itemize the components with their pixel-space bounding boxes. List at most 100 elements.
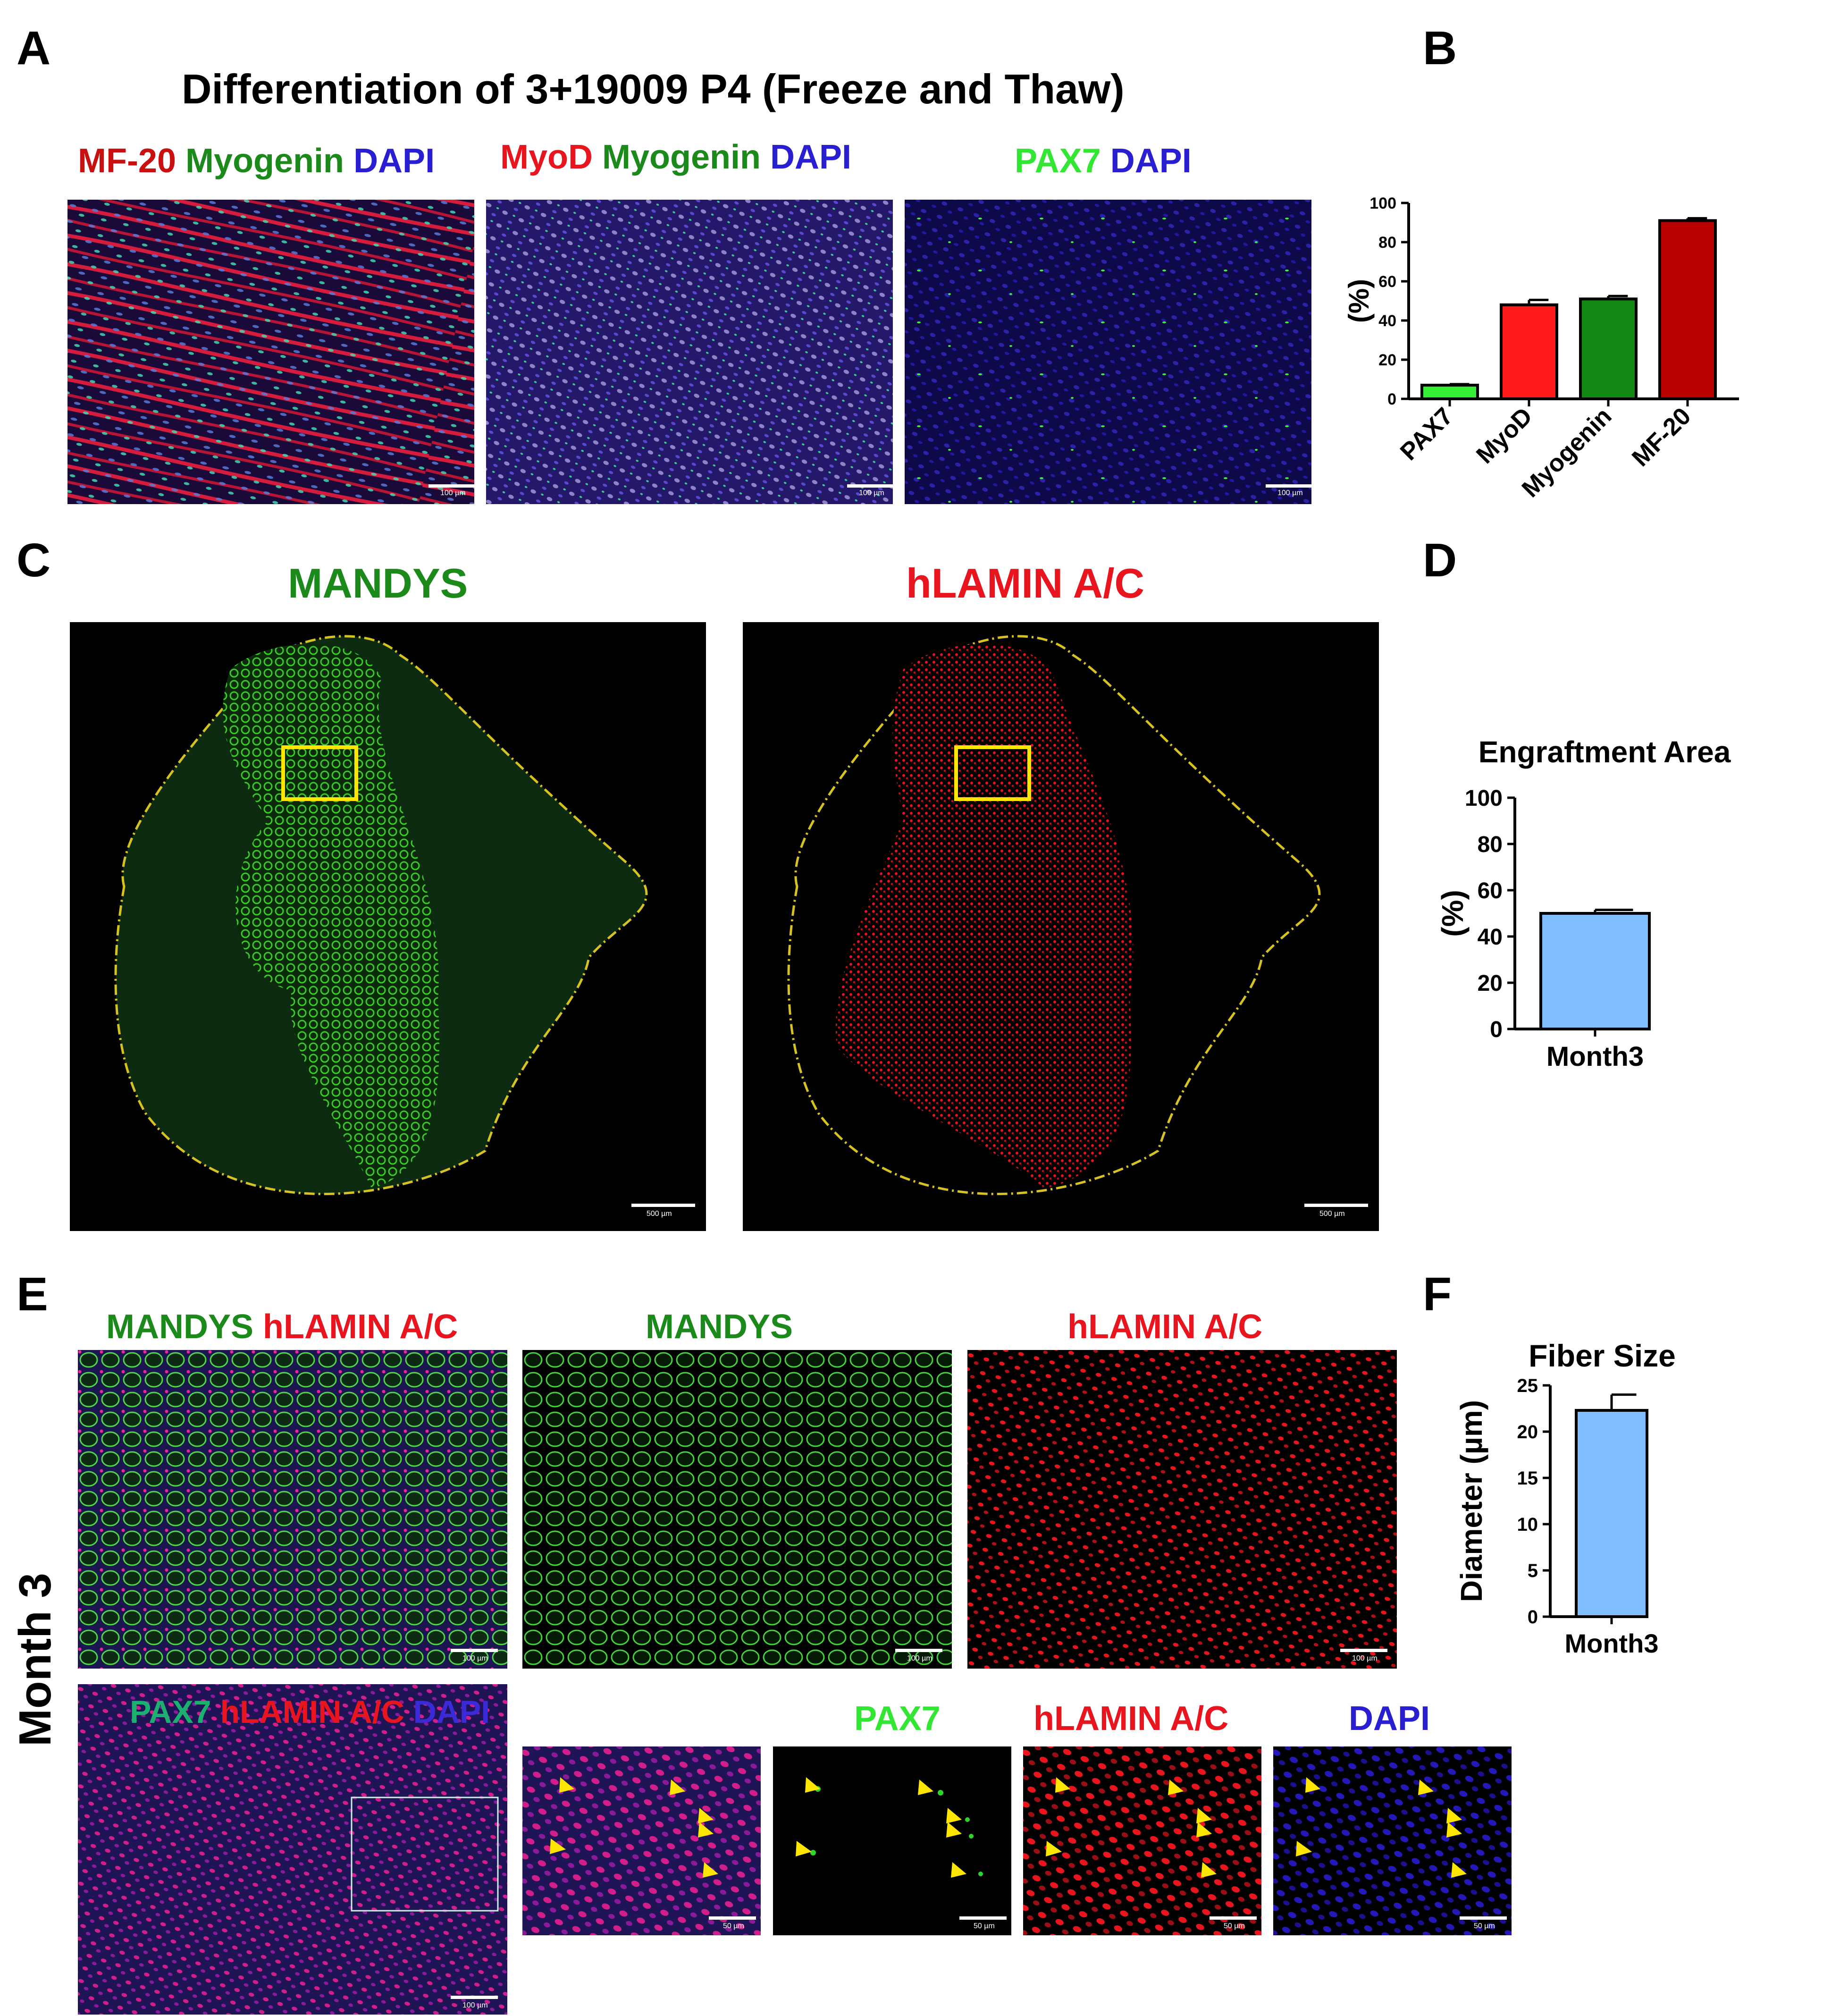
bar-pax7 [1420, 383, 1479, 401]
y-tick-label: 25 [1517, 1375, 1538, 1396]
panel-letter-e: E [17, 1268, 48, 1321]
y-axis-label: (%) [1436, 890, 1470, 937]
micrograph-pax7-hlamin-dapi: PAX7 hLAMIN A/C DAPI 100 µm [78, 1684, 507, 2015]
label-dapi: DAPI [353, 142, 435, 180]
merge-image [78, 1350, 507, 1669]
month3-side-label: Month 3 [10, 1573, 60, 1746]
x-tick-label: Month3 [1564, 1628, 1658, 1658]
zoom-box [954, 745, 1031, 801]
panel-e-top2-label: MANDYS [646, 1308, 793, 1346]
y-tick-label: 15 [1517, 1468, 1538, 1489]
mandys-fibers-image [522, 1350, 952, 1669]
label-hlamin: hLAMIN A/C [220, 1694, 404, 1730]
y-tick-label: 20 [1517, 1422, 1538, 1442]
micrograph-mandys-zoom: 100 µm [522, 1350, 952, 1669]
scale-label: 500 µm [647, 1210, 672, 1218]
mandys-tissue-image [114, 635, 648, 1195]
panel-letter-c: C [17, 534, 51, 587]
month3-label-wrap: Month 3 [9, 1573, 71, 1794]
lamin-positive-region [835, 644, 1134, 1189]
micrograph-mf20-myogenin-dapi: 100 µm [67, 200, 474, 504]
scale-bar [451, 1996, 498, 1999]
scale-label: 100 µm [462, 2001, 488, 2009]
label-myogenin: Myogenin [602, 138, 761, 176]
scale-label: 100 µm [1352, 1654, 1378, 1662]
panel-c-mandys-label: MANDYS [288, 560, 468, 607]
mandys-positive-region [223, 644, 439, 1189]
y-tick-label: 60 [1478, 878, 1503, 903]
micrograph-myod-myogenin-dapi: 100 µm [486, 200, 893, 504]
bar-month3 [1539, 912, 1651, 1030]
zoom-hlamin-image [1023, 1746, 1261, 1935]
scale-label: 100 µm [1277, 489, 1303, 497]
scale-bar [451, 1649, 498, 1652]
yellow-arrowheads [1296, 1777, 1467, 1878]
micrograph-zoom-hlamin: 50 µm [1023, 1746, 1261, 1935]
scale-bar [1460, 1916, 1507, 1920]
micrograph-hlamin-zoom: 100 µm [967, 1350, 1397, 1669]
zoom-label-pax7: PAX7 [854, 1700, 941, 1738]
pax7-merge-image [78, 1684, 507, 2015]
zoom-label-dapi: DAPI [1349, 1700, 1430, 1738]
panel-c-lamin-label: hLAMIN A/C [906, 560, 1145, 607]
bar-month3 [1575, 1409, 1648, 1618]
lamin-tissue-image [787, 635, 1321, 1195]
panel-a-title: Differentiation of 3+19009 P4 (Freeze an… [182, 66, 1125, 112]
pax7-image [905, 200, 1311, 504]
scale-bar [631, 1204, 695, 1207]
label-myod: MyoD [500, 138, 593, 176]
y-tick-label: 100 [1369, 194, 1396, 212]
myotube-image [67, 200, 474, 504]
label-dapi: DAPI [1110, 142, 1192, 180]
scale-bar [847, 484, 893, 488]
panel-a-img3-label: PAX7 DAPI [1015, 142, 1192, 180]
chart-f-fiber-size: 0 5 10 15 20 25 Month3 Diameter (µm) Fiber Size [1454, 1338, 1676, 1658]
bar-mf-20 [1658, 219, 1717, 400]
label-hlamin: hLAMIN A/C [263, 1308, 458, 1346]
scale-bar [895, 1649, 942, 1652]
label-pax7: PAX7 [130, 1694, 211, 1730]
micrograph-mandys-hlamin-merge: 100 µm [78, 1350, 507, 1669]
yellow-arrowheads [550, 1777, 718, 1878]
scale-label: 100 µm [907, 1654, 933, 1662]
micrograph-lamin-section: 500 µm [743, 622, 1379, 1231]
yellow-arrowheads [1046, 1777, 1217, 1878]
micrograph-zoom-pax7: 50 µm [773, 1746, 1011, 1935]
scale-label: 50 µm [723, 1922, 744, 1930]
scale-bar [1304, 1204, 1368, 1207]
y-axis-label: Diameter (µm) [1454, 1400, 1488, 1602]
chart-d-engraftment-area: 0 20 40 60 80 100 Month3 (%) Engraftment Area [1436, 735, 1731, 1072]
scale-bar [428, 484, 474, 488]
label-mandys: MANDYS [106, 1308, 254, 1346]
chart-d-plot: 0 20 40 60 80 100 Month3 (%) Engraftment Area [1436, 735, 1731, 1072]
label-dapi: DAPI [770, 138, 852, 176]
y-tick-label: 20 [1378, 351, 1396, 369]
label-myogenin: Myogenin [185, 142, 344, 180]
hlamin-nuclei-image [967, 1350, 1397, 1669]
panel-a-img1-label: MF-20 Myogenin DAPI [78, 142, 435, 180]
scale-bar [1210, 1916, 1257, 1920]
y-tick-label: 40 [1478, 925, 1503, 950]
micrograph-zoom-merge: 50 µm [522, 1746, 761, 1935]
micrograph-mandys-section: 500 µm [70, 622, 706, 1231]
micrograph-zoom-dapi: 50 µm [1273, 1746, 1512, 1935]
x-tick-label: MF-20 [1627, 402, 1696, 472]
panel-e-bottom-overlay-label: PAX7 hLAMIN A/C DAPI [130, 1694, 490, 1730]
yellow-arrowheads [796, 1777, 966, 1878]
scale-label: 100 µm [859, 489, 884, 497]
y-tick-label: 100 [1465, 786, 1503, 811]
bar-myod [1500, 303, 1558, 400]
label-mf20: MF-20 [78, 142, 176, 180]
panel-a-img2-label: MyoD Myogenin DAPI [500, 138, 851, 177]
panel-e-top1-label: MANDYS hLAMIN A/C [106, 1307, 458, 1346]
scale-bar [1340, 1649, 1387, 1652]
zoom-dapi-image [1273, 1746, 1512, 1935]
panel-letter-f: F [1423, 1268, 1452, 1321]
bar-myogenin [1579, 297, 1638, 400]
scale-label: 50 µm [1474, 1922, 1495, 1930]
scale-label: 100 µm [462, 1654, 488, 1662]
y-tick-label: 0 [1490, 1017, 1503, 1042]
y-tick-label: 80 [1378, 234, 1396, 252]
